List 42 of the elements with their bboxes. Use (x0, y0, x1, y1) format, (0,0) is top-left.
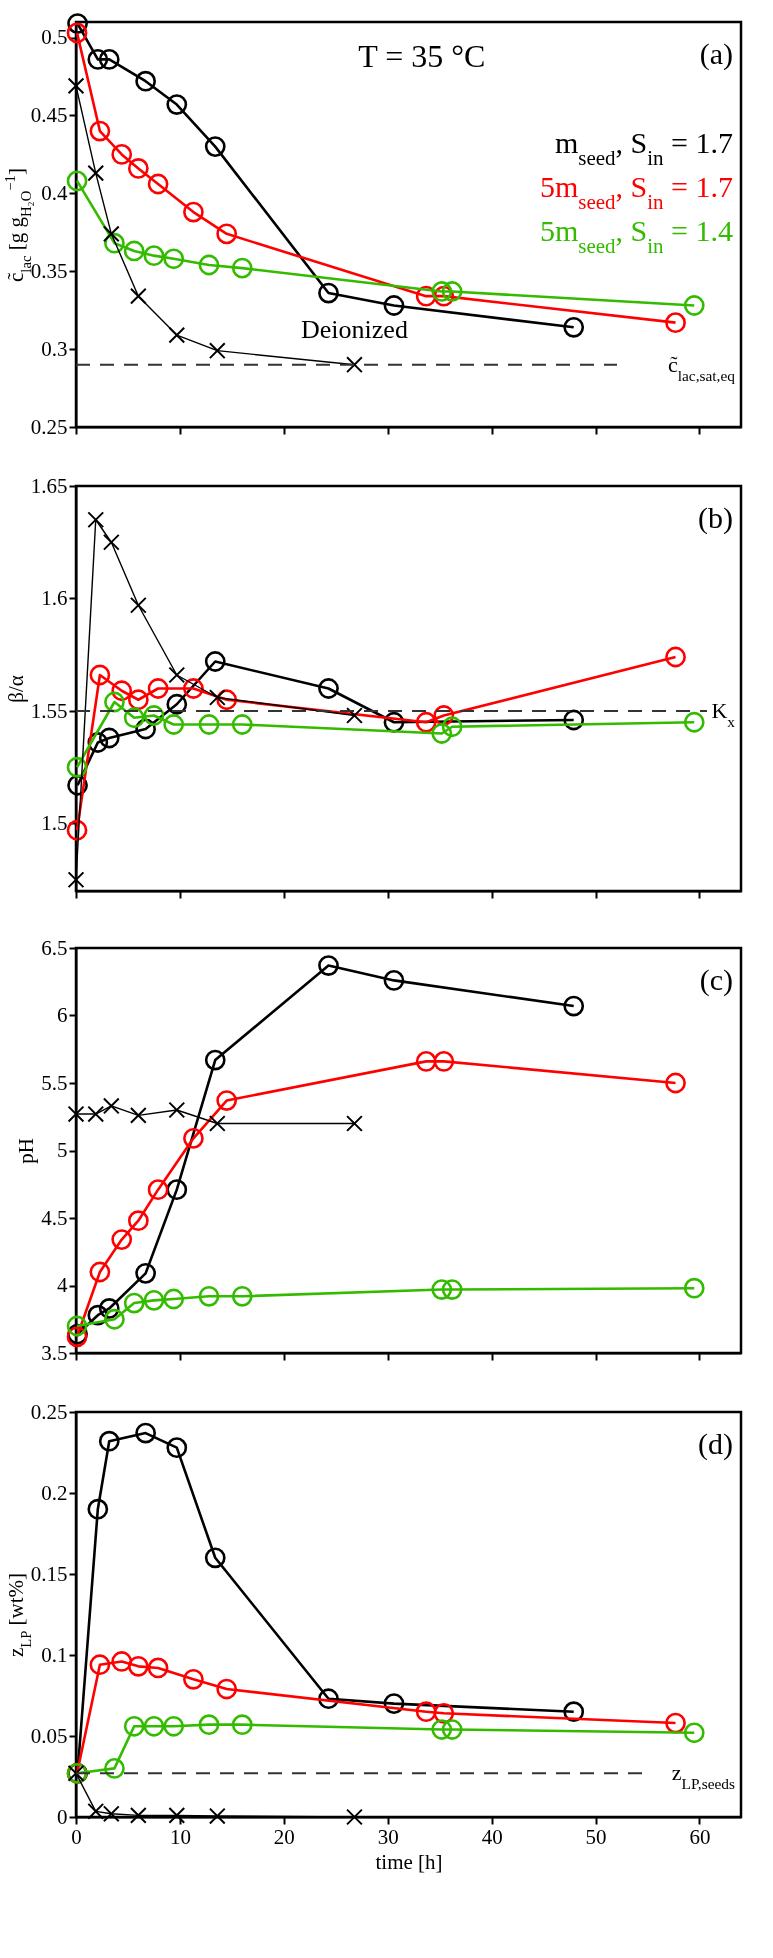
annotation: (d) (698, 1427, 733, 1461)
text: 5m$_{seed}$, S$_{in}$ = 1.7 (539, 169, 733, 214)
y-tick-label: 0.1 (41, 1642, 68, 1667)
y-tick-label: 4 (57, 1273, 68, 1297)
ref-line-label: K$_{x}$ (711, 698, 736, 730)
annotation: (b) (698, 501, 733, 535)
y-tick-label: 1.65 (30, 473, 68, 498)
y-axis-title: β/α (3, 675, 28, 703)
y-tick-label: 0.45 (30, 102, 68, 127)
y-tick-label: 0.25 (30, 414, 68, 439)
y-axis-title: pH (14, 1138, 39, 1164)
y-tick-label: 0 (57, 1804, 68, 1829)
annotation: T = 35 °C (358, 38, 486, 74)
y-tick-label: 0.5 (41, 25, 68, 50)
x-tick-label: 30 (377, 1824, 399, 1849)
y-tick-label: 6.5 (41, 935, 68, 960)
y-tick-label: 3.5 (41, 1340, 68, 1365)
annotation: (c) (699, 963, 733, 997)
ref-line-label: z$_{LP,seeds}$ (671, 1760, 735, 1792)
text: m$_{seed}$, S$_{in}$ = 1.7 (554, 125, 733, 170)
series-label: Deionized (301, 314, 408, 344)
y-tick-label: 0.05 (30, 1723, 68, 1748)
y-tick-label: 6 (57, 1003, 68, 1027)
x-tick-label: 50 (585, 1824, 607, 1849)
ref-line-label: c̃$_{lac,sat,eq}$ (667, 351, 736, 384)
y-tick-label: 1.5 (41, 811, 68, 835)
y-tick-label: 0.3 (41, 336, 68, 361)
y-tick-label: 0.25 (30, 1399, 68, 1424)
y-tick-label: 0.4 (41, 180, 68, 205)
x-tick-label: 10 (169, 1824, 191, 1849)
series-label: 5m$_{seed}$, S$_{in}$ = 1.4 (539, 213, 733, 258)
x-tick-label: 60 (689, 1824, 711, 1849)
y-tick-label: 5 (57, 1138, 68, 1162)
y-tick-label: 0.2 (41, 1480, 68, 1505)
y-tick-label: 1.6 (41, 586, 68, 610)
annotation: (a) (699, 37, 733, 71)
y-tick-label: 4.5 (41, 1205, 68, 1230)
x-tick-label: 40 (481, 1824, 503, 1849)
x-tick-label: 20 (273, 1824, 295, 1849)
y-tick-label: 5.5 (41, 1070, 68, 1095)
y-tick-label: 1.55 (30, 698, 68, 723)
x-axis-title: time [h] (375, 1849, 443, 1874)
